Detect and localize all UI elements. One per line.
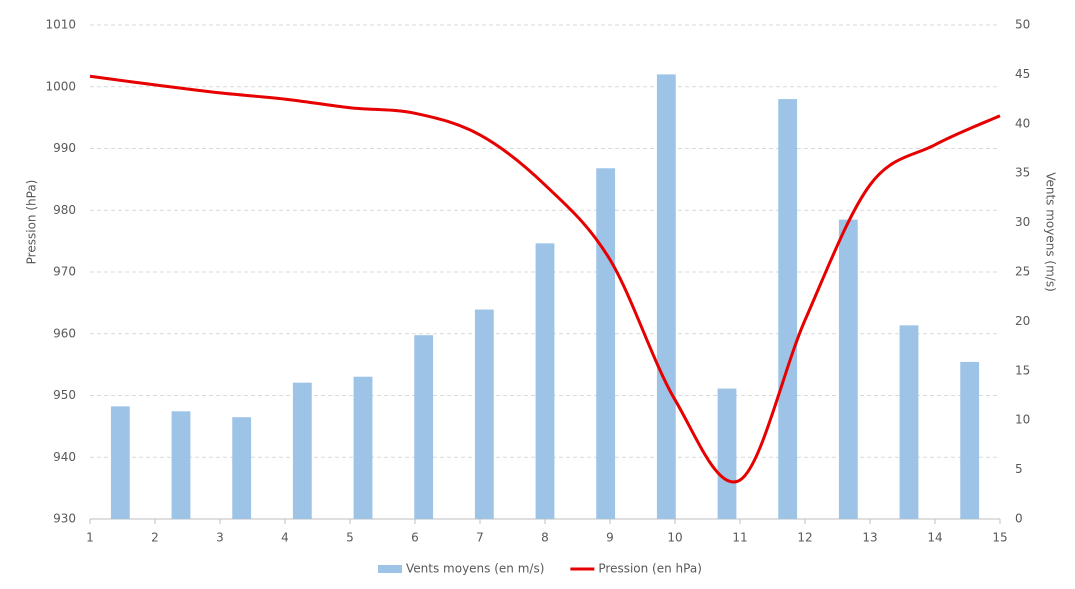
x-tick-label: 10 [667, 531, 682, 545]
y-tick-label: 950 [53, 388, 76, 402]
y2-tick-label: 30 [1015, 215, 1030, 229]
legend-swatch [378, 565, 402, 573]
bar [474, 309, 494, 519]
bar [899, 325, 919, 519]
bar [960, 361, 980, 519]
y-tick-label: 1010 [45, 18, 76, 32]
x-tick-label: 7 [476, 531, 484, 545]
bar [838, 219, 858, 520]
x-tick-label: 6 [411, 531, 419, 545]
x-tick-label: 9 [606, 531, 614, 545]
y2-tick-label: 15 [1015, 363, 1030, 377]
y2-tick-label: 5 [1015, 462, 1023, 476]
y2-tick-label: 10 [1015, 413, 1030, 427]
y-tick-label: 980 [53, 203, 76, 217]
x-tick-label: 2 [151, 531, 159, 545]
x-tick-label: 1 [86, 531, 94, 545]
x-tick-label: 14 [927, 531, 942, 545]
bar [535, 243, 555, 519]
y-tick-label: 930 [53, 512, 76, 526]
x-tick-label: 13 [862, 531, 877, 545]
x-tick-label: 5 [346, 531, 354, 545]
x-tick-label: 11 [732, 531, 747, 545]
y2-axis-title: Vents moyens (m/s) [1044, 172, 1058, 292]
bar [232, 417, 252, 519]
bar [717, 388, 737, 519]
y-tick-label: 940 [53, 450, 76, 464]
y-tick-label: 1000 [45, 79, 76, 93]
bar [110, 406, 130, 519]
legend-label: Vents moyens (en m/s) [406, 562, 544, 576]
bar [171, 411, 191, 519]
bar [596, 168, 616, 519]
x-tick-label: 3 [216, 531, 224, 545]
bar [353, 376, 373, 519]
legend-label: Pression (en hPa) [598, 562, 702, 576]
y2-tick-label: 20 [1015, 314, 1030, 328]
bar [292, 382, 312, 519]
y2-tick-label: 45 [1015, 67, 1030, 81]
y-axis-title: Pression (hPa) [25, 180, 39, 265]
x-tick-label: 4 [281, 531, 289, 545]
bar [778, 99, 798, 519]
y2-tick-label: 40 [1015, 116, 1030, 130]
y-tick-label: 970 [53, 265, 76, 279]
x-tick-label: 15 [992, 531, 1007, 545]
y2-tick-label: 35 [1015, 166, 1030, 180]
x-tick-label: 12 [797, 531, 812, 545]
bar [656, 74, 676, 520]
bar [414, 335, 434, 519]
y-tick-label: 960 [53, 326, 76, 340]
x-tick-label: 8 [541, 531, 549, 545]
y2-tick-label: 50 [1015, 18, 1030, 32]
y2-tick-label: 0 [1015, 512, 1023, 526]
line [89, 74, 1001, 484]
y2-tick-label: 25 [1015, 265, 1030, 279]
y-tick-label: 990 [53, 141, 76, 155]
